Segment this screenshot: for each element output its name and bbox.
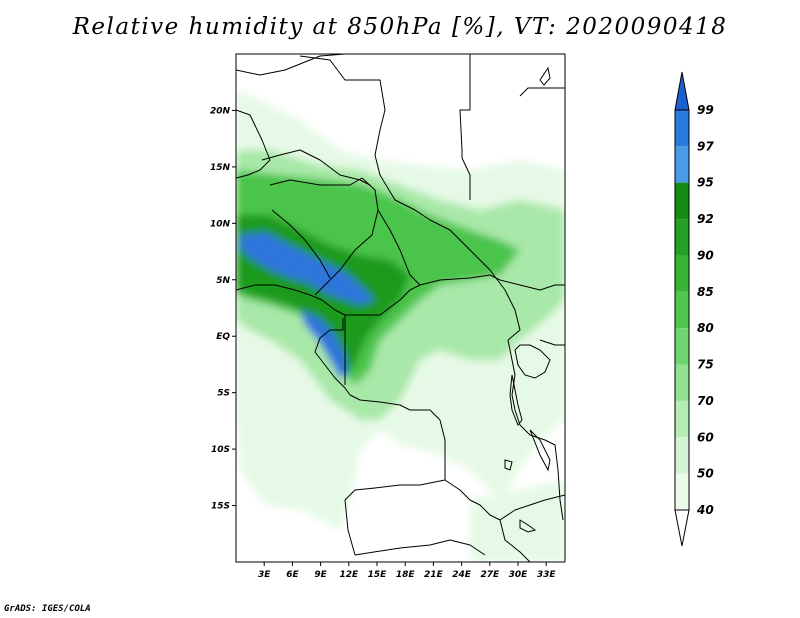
lon-tick-label: 21E xyxy=(424,570,444,580)
lon-tick-label: 27E xyxy=(480,570,500,580)
colorbar-segment xyxy=(675,146,689,183)
lat-tick-label: 15S xyxy=(211,502,230,512)
colorbar-label: 80 xyxy=(697,321,714,335)
colorbar-segment xyxy=(675,291,689,329)
country-borders xyxy=(236,54,565,562)
colorbar-label: 92 xyxy=(697,212,714,226)
latitude-axis: 20N 15N 10N 5N EQ 5S 10S 15S xyxy=(210,106,236,512)
lon-tick-label: 9E xyxy=(314,570,327,580)
colorbar-segment xyxy=(675,400,689,438)
colorbar-segment xyxy=(675,328,689,365)
colorbar-label: 50 xyxy=(697,467,714,481)
lakes xyxy=(504,66,551,533)
lon-tick-label: 15E xyxy=(368,570,388,580)
map-title: Relative humidity at 850hPa [%], VT: 202… xyxy=(72,14,728,40)
colorbar-label: 70 xyxy=(697,394,714,408)
lon-tick-label: 3E xyxy=(258,570,271,580)
colorbar-segment xyxy=(675,364,689,401)
colorbar-segment xyxy=(675,473,689,510)
lon-tick-label: 33E xyxy=(537,570,557,580)
lat-tick-label: 15N xyxy=(210,163,231,173)
colorbar-label: 60 xyxy=(697,430,714,444)
colorbar-top-arrow xyxy=(674,71,690,111)
humidity-field xyxy=(236,54,565,562)
longitude-axis: 3E 6E 9E 12E 15E 18E 21E 24E 27E 30E 33E xyxy=(258,562,556,580)
colorbar-label: 85 xyxy=(697,285,714,299)
colorbar-label: 95 xyxy=(697,176,714,190)
humidity-region-saturated xyxy=(240,232,375,305)
lat-tick-label: EQ xyxy=(216,332,230,342)
colorbar-label: 97 xyxy=(697,139,714,153)
lon-tick-label: 12E xyxy=(339,570,359,580)
humidity-region-saturated-2 xyxy=(300,310,348,378)
colorbar-label: 90 xyxy=(697,248,714,262)
lat-tick-label: 10S xyxy=(211,445,230,455)
lat-tick-label: 10N xyxy=(210,219,231,229)
colorbar-label: 75 xyxy=(697,358,714,372)
lat-tick-label: 20N xyxy=(210,106,231,116)
lon-tick-label: 6E xyxy=(286,570,299,580)
colorbar-segment xyxy=(675,219,689,256)
colorbar-segment xyxy=(675,182,689,220)
lat-tick-label: 5N xyxy=(216,276,230,286)
lon-tick-label: 18E xyxy=(396,570,416,580)
colorbar-outline xyxy=(674,109,690,511)
colorbar-segment xyxy=(675,437,689,474)
lat-tick-label: 5S xyxy=(217,389,230,399)
map-frame xyxy=(235,53,566,563)
colorbar-label: 40 xyxy=(696,503,714,517)
colorbar-segment xyxy=(675,255,689,292)
colorbar-label: 99 xyxy=(697,103,714,117)
colorbar: 99 97 95 92 90 85 80 75 70 60 50 40 xyxy=(674,71,714,547)
lon-tick-label: 24E xyxy=(452,570,472,580)
lon-tick-label: 30E xyxy=(509,570,529,580)
colorbar-bottom-arrow xyxy=(674,509,690,547)
colorbar-segment xyxy=(675,110,689,147)
humidity-region-light-se xyxy=(470,480,565,562)
footer-credit: GrADS: IGES/COLA xyxy=(4,604,91,614)
